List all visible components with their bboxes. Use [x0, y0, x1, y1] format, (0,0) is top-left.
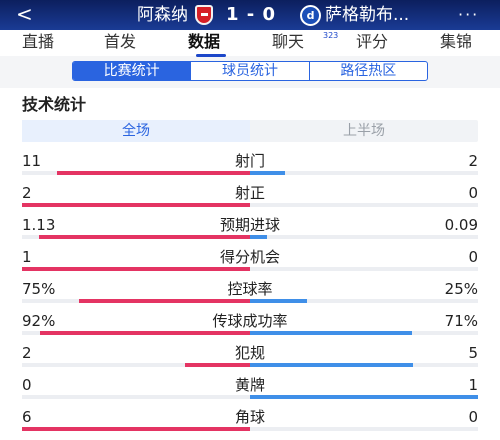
- stat-row: 2 射正 0: [0, 184, 500, 216]
- stat-row: 6 角球 0: [0, 408, 500, 440]
- stat-home-value: 2: [22, 184, 32, 202]
- segment-player-stats[interactable]: 球员统计: [190, 62, 308, 80]
- stat-row: 1.13 预期进球 0.09: [0, 216, 500, 248]
- stat-name: 黄牌: [234, 376, 265, 394]
- period-first-half[interactable]: 上半场: [343, 123, 385, 139]
- stat-row: 92% 传球成功率 71%: [0, 312, 500, 344]
- match-tabs: 直播 首发 数据 聊天 评分 集锦: [0, 30, 500, 57]
- stat-home-track: [22, 363, 250, 367]
- stat-home-track: [22, 331, 250, 335]
- stat-away-track: [250, 235, 478, 239]
- match-header: < 阿森纳 1 - 0 d 萨格勒布... ···: [0, 0, 500, 30]
- stat-home-bar: [79, 299, 250, 303]
- stat-away-bar: [250, 299, 307, 303]
- stat-away-bar: [250, 171, 285, 175]
- stat-away-bar: [250, 331, 412, 335]
- stat-away-track: [250, 203, 478, 207]
- stat-home-bar: [22, 203, 250, 207]
- tab-live[interactable]: 直播: [22, 32, 55, 51]
- tab-data[interactable]: 数据: [188, 32, 221, 51]
- stats-segment-control: 比赛统计 球员统计 路径热区: [72, 61, 428, 81]
- stat-row: 0 黄牌 1: [0, 376, 500, 408]
- stats-card: [0, 88, 500, 440]
- period-toggle: 全场 上半场: [22, 120, 478, 142]
- stat-name: 传球成功率: [212, 312, 288, 330]
- stat-name: 控球率: [227, 280, 273, 298]
- stat-home-track: [22, 299, 250, 303]
- stat-home-value: 1: [22, 248, 32, 266]
- stat-away-value: 25%: [444, 280, 478, 298]
- stat-home-track: [22, 267, 250, 271]
- stat-home-track: [22, 395, 250, 399]
- stat-away-value: 1: [468, 376, 478, 394]
- stat-away-value: 2: [468, 152, 478, 170]
- stat-row: 1 得分机会 0: [0, 248, 500, 280]
- stat-home-track: [22, 427, 250, 431]
- stat-away-value: 5: [468, 344, 478, 362]
- stat-name: 犯规: [234, 344, 265, 362]
- stat-name: 射门: [234, 152, 265, 170]
- stat-row: 75% 控球率 25%: [0, 280, 500, 312]
- stat-home-value: 11: [22, 152, 42, 170]
- stat-name: 射正: [234, 184, 265, 202]
- tab-highlights[interactable]: 集锦: [440, 32, 473, 51]
- active-tab-indicator: [196, 54, 226, 57]
- stat-away-track: [250, 267, 478, 271]
- stat-away-track: [250, 427, 478, 431]
- period-full-match[interactable]: 全场: [22, 120, 250, 142]
- stat-home-bar: [22, 267, 250, 271]
- stat-home-bar: [185, 363, 250, 367]
- stat-home-value: 75%: [22, 280, 56, 298]
- stat-row: 11 射门 2: [0, 152, 500, 184]
- home-team-crest-icon[interactable]: [195, 5, 213, 25]
- stat-home-bar: [39, 235, 250, 239]
- back-icon[interactable]: <: [16, 2, 33, 26]
- more-options-icon[interactable]: ···: [458, 5, 480, 24]
- stat-home-bar: [40, 331, 250, 335]
- stat-away-value: 0: [468, 184, 478, 202]
- segment-match-stats[interactable]: 比赛统计: [73, 62, 191, 80]
- stat-home-value: 0: [22, 376, 32, 394]
- stat-away-bar: [250, 395, 478, 399]
- stat-home-bar: [57, 171, 250, 175]
- stat-home-track: [22, 171, 250, 175]
- stat-away-track: [250, 171, 478, 175]
- tab-chat[interactable]: 聊天: [272, 32, 305, 51]
- stat-name: 角球: [234, 408, 265, 426]
- stat-name: 得分机会: [219, 248, 280, 266]
- away-team-name[interactable]: 萨格勒布...: [325, 5, 410, 25]
- stat-away-track: [250, 331, 478, 335]
- stat-home-value: 2: [22, 344, 32, 362]
- stat-home-track: [22, 235, 250, 239]
- stat-away-value: 0.09: [444, 216, 478, 234]
- home-team-name[interactable]: 阿森纳: [137, 5, 188, 25]
- stat-away-bar: [250, 235, 267, 239]
- stat-away-bar: [250, 363, 413, 367]
- stat-home-bar: [22, 427, 250, 431]
- tab-lineup[interactable]: 首发: [104, 32, 137, 51]
- stat-home-value: 92%: [22, 312, 56, 330]
- stat-row: 2 犯规 5: [0, 344, 500, 376]
- stat-away-value: 0: [468, 408, 478, 426]
- stat-away-track: [250, 363, 478, 367]
- away-team-crest-icon[interactable]: d: [300, 5, 321, 26]
- match-score: 1 - 0: [226, 4, 277, 25]
- stat-home-value: 1.13: [22, 216, 56, 234]
- tab-ratings[interactable]: 评分: [356, 32, 389, 51]
- stat-away-track: [250, 299, 478, 303]
- stat-home-value: 6: [22, 408, 32, 426]
- chat-count-badge: 323: [323, 31, 339, 40]
- stat-name: 预期进球: [219, 216, 280, 234]
- stat-home-track: [22, 203, 250, 207]
- stat-away-value: 0: [468, 248, 478, 266]
- section-title: 技术统计: [22, 95, 87, 114]
- stat-away-value: 71%: [444, 312, 478, 330]
- segment-heatmap[interactable]: 路径热区: [308, 62, 427, 80]
- stat-away-track: [250, 395, 478, 399]
